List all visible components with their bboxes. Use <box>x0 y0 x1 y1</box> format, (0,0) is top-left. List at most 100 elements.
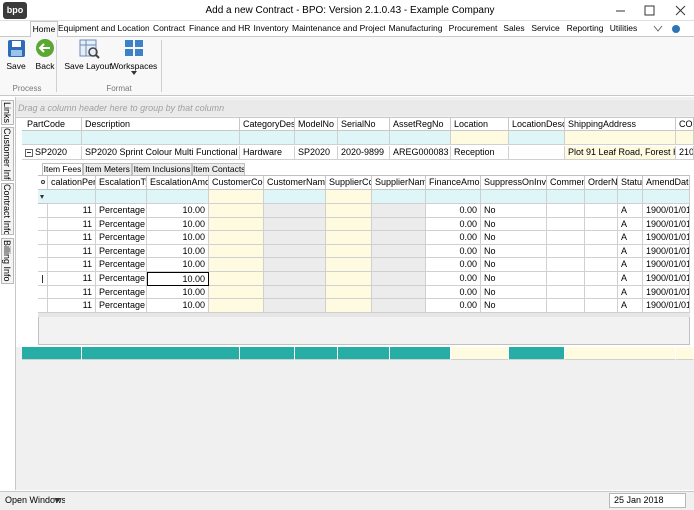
grid-cell[interactable]: 10.00 <box>147 217 209 232</box>
grid-cell[interactable] <box>585 272 618 286</box>
grid-cell[interactable]: A <box>618 299 643 313</box>
grid-cell[interactable]: A <box>618 204 643 218</box>
filter-cell[interactable] <box>326 190 372 204</box>
grid-cell[interactable] <box>209 231 264 245</box>
grid-cell[interactable]: 1900/01/01 <box>643 258 690 272</box>
grid-cell[interactable]: 0.00 <box>426 231 481 245</box>
ribbon-tab[interactable]: Service <box>531 23 560 33</box>
grid-cell[interactable]: 11 <box>48 258 96 272</box>
grid-cell[interactable] <box>547 231 585 245</box>
ribbon-tab[interactable]: Sales <box>503 23 525 33</box>
column-header[interactable]: AmendDate <box>643 176 690 190</box>
filter-cell[interactable] <box>82 131 240 145</box>
grid-cell[interactable] <box>209 244 264 259</box>
filter-cell[interactable] <box>547 190 585 204</box>
grid-cell[interactable]: 0.00 <box>426 217 481 232</box>
column-header[interactable]: AssetRegNo <box>390 118 451 131</box>
filter-cell[interactable] <box>338 131 390 145</box>
column-header[interactable]: OrderNo <box>585 176 618 190</box>
grid-cell[interactable] <box>209 299 264 313</box>
grid-cell[interactable]: No <box>481 272 547 286</box>
filter-cell[interactable] <box>209 190 264 204</box>
column-header[interactable]: Description <box>82 118 240 131</box>
grid-cell[interactable] <box>264 285 326 300</box>
expand-button[interactable] <box>25 149 33 157</box>
grid-cell[interactable] <box>264 231 326 245</box>
grid-cell[interactable] <box>326 244 372 259</box>
grid-cell[interactable]: 2020-9899 <box>338 146 390 160</box>
grid-cell[interactable] <box>372 244 426 259</box>
ribbon-tab[interactable]: Manufacturing <box>388 23 443 33</box>
grid-cell[interactable] <box>209 285 264 300</box>
grid-cell[interactable]: 1900/01/01 <box>643 285 690 300</box>
grid-cell[interactable] <box>372 299 426 313</box>
grid-cell[interactable]: No <box>481 204 547 218</box>
grid-cell[interactable]: 0.00 <box>426 258 481 272</box>
grid-cell[interactable]: Percentage <box>96 258 147 272</box>
column-header[interactable]: Comment <box>547 176 585 190</box>
column-header[interactable]: COSA <box>676 118 694 131</box>
side-tab[interactable]: Contract Info <box>1 183 14 235</box>
grid-cell[interactable] <box>585 204 618 218</box>
grid-cell[interactable]: 2101 <box>676 146 694 160</box>
grid-cell[interactable] <box>326 204 372 218</box>
grid-cell[interactable]: SP2020 Sprint Colour Multi Functional Co… <box>82 146 240 160</box>
ribbon-tab[interactable]: Utilities <box>609 23 638 33</box>
grid-cell[interactable]: 11 <box>48 231 96 245</box>
grid-cell[interactable]: A <box>618 285 643 300</box>
grid-cell[interactable] <box>264 204 326 218</box>
grid-cell[interactable]: 11 <box>48 285 96 300</box>
grid-cell[interactable]: A <box>618 231 643 245</box>
grid-cell[interactable] <box>264 258 326 272</box>
filter-cell[interactable] <box>240 131 295 145</box>
grid-cell[interactable]: 0.00 <box>426 299 481 313</box>
grid-cell[interactable]: SP2020 <box>22 146 82 160</box>
grid-cell[interactable] <box>547 285 585 300</box>
filter-cell[interactable] <box>147 190 209 204</box>
grid-cell[interactable] <box>585 258 618 272</box>
grid-cell[interactable]: No <box>481 244 547 259</box>
grid-cell[interactable] <box>585 299 618 313</box>
grid-cell[interactable] <box>372 272 426 286</box>
filter-cell[interactable] <box>426 190 481 204</box>
grid-cell[interactable] <box>547 299 585 313</box>
grid-cell[interactable]: Reception <box>451 146 509 160</box>
grid-cell[interactable]: Plot 91 Leaf Road, Forest Hills,... <box>565 146 676 160</box>
ribbon-button[interactable]: Save Layout <box>64 61 112 71</box>
column-header[interactable]: calationPeriod <box>48 176 96 190</box>
filter-cell[interactable] <box>390 131 451 145</box>
grid-cell[interactable] <box>326 258 372 272</box>
grid-cell[interactable]: 10.00 <box>147 231 209 245</box>
grid-cell[interactable]: A <box>618 244 643 259</box>
grid-cell[interactable]: 1900/01/01 <box>643 272 690 286</box>
grid-cell[interactable]: No <box>481 258 547 272</box>
filter-cell[interactable] <box>295 131 338 145</box>
grid-cell[interactable] <box>585 217 618 232</box>
grid-cell[interactable] <box>209 217 264 232</box>
ribbon-tab[interactable]: Reporting <box>566 23 604 33</box>
grid-cell[interactable] <box>372 217 426 232</box>
ribbon-tab[interactable]: Contract <box>152 23 186 33</box>
grid-cell[interactable]: Percentage <box>96 299 147 313</box>
column-header[interactable]: EscalationType <box>96 176 147 190</box>
grid-cell[interactable]: Percentage <box>96 272 147 286</box>
grid-cell[interactable] <box>326 285 372 300</box>
ribbon-tab[interactable]: Equipment and Locations <box>58 23 149 33</box>
grid-cell[interactable] <box>372 204 426 218</box>
column-header[interactable]: PartCode <box>22 118 82 131</box>
grid-cell[interactable] <box>585 285 618 300</box>
grid-cell[interactable]: 1900/01/01 <box>643 204 690 218</box>
grid-cell[interactable] <box>326 217 372 232</box>
filter-cell[interactable] <box>372 190 426 204</box>
maximize-button[interactable] <box>644 5 655 16</box>
grid-cell[interactable]: 10.00 <box>147 272 209 286</box>
column-header[interactable]: SupplierName <box>372 176 426 190</box>
side-tab[interactable]: Billing Info <box>1 238 14 284</box>
grid-cell[interactable]: 11 <box>48 299 96 313</box>
grid-cell[interactable]: AREG000083 <box>390 146 451 160</box>
grid-cell[interactable] <box>264 299 326 313</box>
detail-tab[interactable]: Item Fees <box>42 163 83 175</box>
grid-cell[interactable] <box>372 258 426 272</box>
column-header[interactable]: CategoryDesc <box>240 118 295 131</box>
ribbon-tab[interactable]: Maintenance and Projects <box>292 23 385 33</box>
